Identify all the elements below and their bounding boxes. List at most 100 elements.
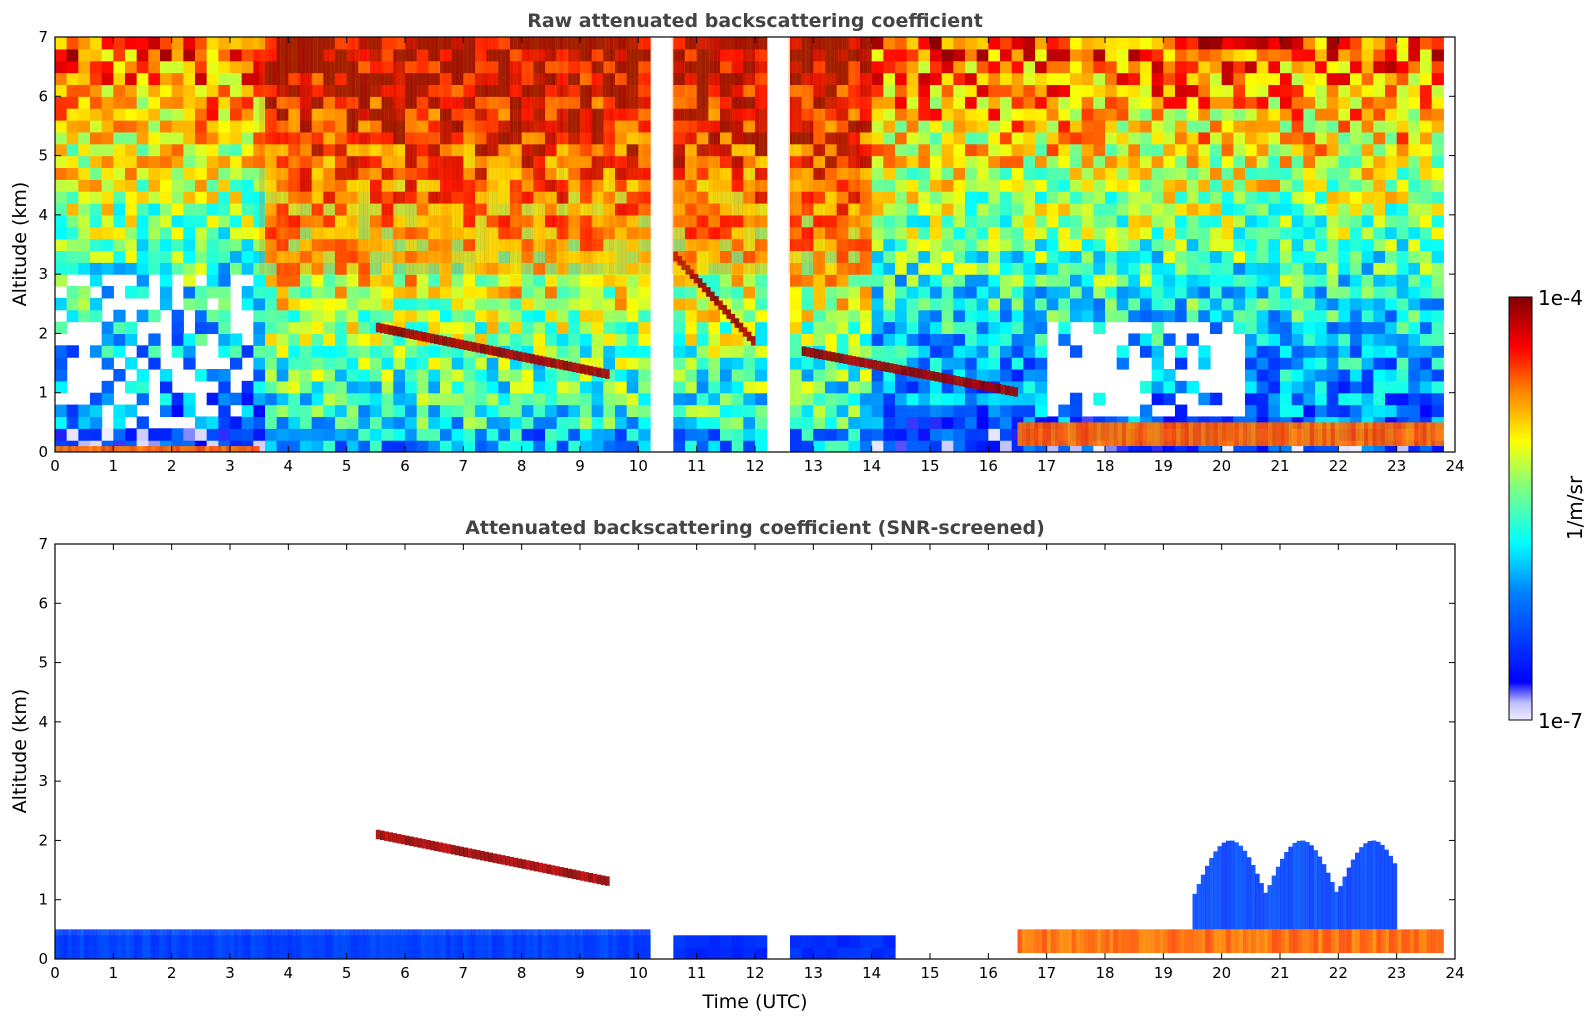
heatmap-cell <box>276 226 289 240</box>
heatmap-cell <box>580 392 593 406</box>
heatmap-cell <box>545 84 558 97</box>
feature-surface-layer <box>67 446 73 452</box>
feature-surface-layer <box>109 446 114 452</box>
feature-noise <box>625 37 631 275</box>
heatmap-cell <box>276 84 289 97</box>
feature-aerosol-layer <box>525 929 530 959</box>
heatmap-cell <box>265 143 278 157</box>
heatmap-cell <box>101 60 114 74</box>
heatmap-cell <box>393 404 406 418</box>
heatmap-cell <box>988 226 1001 240</box>
heatmap-cell <box>965 72 978 86</box>
panel-screened-xlabel: Time (UTC) <box>701 991 807 1013</box>
feature-noise <box>463 37 468 275</box>
heatmap-cell <box>486 321 499 335</box>
heatmap-cell <box>358 274 371 287</box>
heatmap-cell <box>346 392 359 406</box>
feature-aerosol-plumes <box>1250 864 1256 930</box>
heatmap-cell <box>416 309 429 323</box>
feature-cloud-layer <box>677 256 682 266</box>
heatmap-cell <box>1303 191 1316 204</box>
heatmap-cell <box>591 167 604 180</box>
heatmap-cell <box>300 428 313 441</box>
heatmap-cell <box>1315 369 1328 382</box>
heatmap-cell <box>486 428 499 441</box>
heatmap-cell <box>836 369 849 382</box>
heatmap-cell <box>568 297 581 311</box>
heatmap-cell <box>673 108 686 121</box>
heatmap-cell <box>580 167 593 180</box>
heatmap-cell <box>1326 108 1339 121</box>
heatmap-cell <box>743 155 756 169</box>
heatmap-cell <box>510 440 523 452</box>
heatmap-cell <box>545 37 558 50</box>
heatmap-cell <box>381 120 394 133</box>
heatmap-cell <box>265 48 278 62</box>
heatmap-cell <box>860 155 873 169</box>
feature-noise <box>592 37 598 275</box>
feature-aerosol-layer <box>300 929 306 959</box>
feature-noise <box>438 37 443 275</box>
heatmap-cell <box>1326 238 1339 252</box>
heatmap-cell <box>381 250 394 263</box>
feature-noise <box>567 37 573 275</box>
heatmap-cell <box>1291 72 1304 86</box>
heatmap-cell <box>265 250 278 263</box>
feature-aerosol-plumes <box>1242 850 1248 930</box>
heatmap-cell <box>895 333 908 346</box>
feature-cloud-layer <box>488 345 493 356</box>
heatmap-cell <box>871 191 884 204</box>
heatmap-cell <box>836 143 849 157</box>
heatmap-cell <box>533 120 546 133</box>
feature-surface-layer <box>146 446 152 452</box>
heatmap-cell <box>930 84 943 97</box>
heatmap-cell <box>1350 274 1363 287</box>
heatmap-cell <box>860 428 873 441</box>
feature-noise <box>317 37 323 275</box>
heatmap-cell <box>965 167 978 180</box>
feature-aerosol-layer <box>400 929 406 959</box>
feature-noise <box>630 37 635 275</box>
feature-noise <box>742 37 748 275</box>
heatmap-cell <box>720 84 733 97</box>
heatmap-cell <box>1396 167 1409 180</box>
heatmap-cell <box>1116 131 1129 145</box>
heatmap-cell <box>1385 155 1398 169</box>
heatmap-cell <box>860 143 873 157</box>
heatmap-cell <box>1105 60 1118 74</box>
heatmap-cell <box>300 191 313 204</box>
feature-boundary-layer <box>1309 929 1315 954</box>
heatmap-cell <box>1175 143 1188 157</box>
heatmap-cell <box>1163 72 1176 86</box>
feature-boundary-layer <box>1418 929 1423 954</box>
heatmap-cell <box>416 297 429 311</box>
feature-surface-layer <box>209 446 214 452</box>
heatmap-cell <box>603 345 616 358</box>
heatmap-cell <box>486 72 499 86</box>
feature-cloud-layer <box>734 318 740 328</box>
heatmap-cell <box>288 167 301 180</box>
heatmap-cell <box>1023 84 1036 97</box>
heatmap-cell <box>1011 131 1024 145</box>
heatmap-cell <box>335 262 348 275</box>
feature-boundary-layer <box>1309 422 1315 447</box>
heatmap-cell <box>1361 345 1374 358</box>
heatmap-cell <box>731 369 744 382</box>
feature-noise <box>275 37 281 275</box>
feature-aerosol-layer <box>288 929 293 959</box>
heatmap-cell <box>1245 309 1258 323</box>
heatmap-cell <box>1081 250 1094 263</box>
heatmap-cell <box>836 72 849 86</box>
heatmap-cell <box>1035 392 1048 406</box>
feature-boundary-layer <box>1213 929 1219 954</box>
feature-noise <box>263 37 268 275</box>
heatmap-cell <box>346 309 359 323</box>
heatmap-cell <box>171 167 184 180</box>
heatmap-cell <box>1338 380 1351 394</box>
heatmap-cell <box>521 297 534 311</box>
heatmap-cell <box>615 309 628 323</box>
heatmap-cell <box>1350 120 1363 133</box>
heatmap-cell <box>475 203 488 216</box>
heatmap-cell <box>66 191 79 204</box>
heatmap-cell <box>1268 155 1281 169</box>
